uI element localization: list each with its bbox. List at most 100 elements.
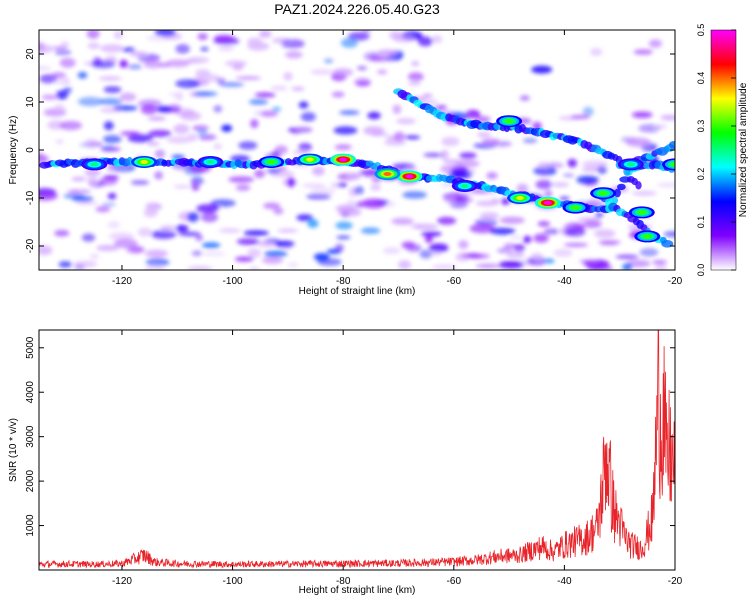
noise-blob [175,44,190,54]
noise-blob [143,60,164,69]
hotspot [571,205,580,210]
spectrogram-x-axis: -120 -100 -80 -60 -40 -20 [112,30,683,287]
noise-blob [281,39,305,49]
noise-blob [362,30,371,33]
noise-blob [260,110,278,117]
hotspot [671,162,675,167]
noise-blob [469,223,495,234]
noise-blob [295,125,313,133]
noise-blob [249,266,261,270]
y-tick-label: 20 [25,48,36,60]
noise-blob [247,248,262,258]
noise-blob [298,101,309,109]
y-tick-label: 0 [25,147,36,153]
noise-field [39,30,675,270]
noise-blob [191,250,203,257]
noise-blob [402,191,427,199]
noise-blob [259,30,272,38]
noise-blob [339,110,360,115]
noise-blob [81,233,96,242]
hotspot [405,174,414,179]
noise-blob [333,126,358,135]
noise-blob [54,103,66,114]
noise-blob [86,30,100,39]
noise-blob [323,58,334,64]
noise-blob [137,99,162,108]
noise-blob [195,69,211,77]
hotspot [383,172,392,176]
noise-blob [361,198,387,209]
x-tick-label: -40 [557,576,572,587]
y-tick-label: 5000 [25,336,36,359]
noise-blob [195,235,204,241]
noise-blob [103,175,120,180]
noise-blob [464,253,490,259]
noise-blob [411,61,420,67]
noise-blob [262,256,283,265]
noise-blob [563,242,589,247]
noise-blob [385,51,398,59]
noise-blob [232,63,244,71]
noise-blob [122,47,136,52]
noise-blob [144,264,166,270]
noise-blob [570,115,590,119]
noise-blob [75,201,100,206]
noise-blob [660,114,675,121]
noise-blob [171,154,185,160]
x-tick-label: -100 [223,276,243,287]
noise-blob [196,204,219,213]
noise-blob [200,47,209,52]
noise-blob [221,124,233,132]
noise-blob [335,221,353,230]
noise-blob [236,238,260,246]
noise-blob [213,36,233,42]
noise-blob [458,240,469,250]
noise-blob [481,138,500,145]
noise-blob [291,86,305,91]
noise-blob [51,72,66,79]
noise-blob [477,132,491,138]
y-tick-label: 2000 [25,470,36,493]
noise-blob [360,227,381,234]
hotspot [460,184,469,188]
noise-blob [277,228,298,233]
noise-blob [127,64,143,70]
noise-blob [39,44,54,54]
noise-blob [513,244,525,252]
x-tick-label: -80 [336,276,351,287]
noise-blob [363,126,385,136]
noise-blob [656,182,675,188]
noise-blob [475,263,501,268]
noise-blob [437,216,457,225]
noise-blob [334,243,344,252]
noise-blob [441,136,460,147]
noise-blob [393,131,405,142]
noise-blob [564,227,586,237]
noise-blob [431,264,458,270]
noise-blob [84,168,101,177]
noise-blob [145,258,170,267]
noise-blob [401,241,416,249]
noise-blob [274,240,295,248]
noise-blob [497,248,513,254]
noise-blob [103,135,122,144]
x-tick-label: -120 [112,276,132,287]
noise-blob [631,111,653,119]
noise-blob [417,36,433,47]
snr-series-line [39,330,675,569]
noise-blob [238,141,258,150]
noise-blob [120,131,140,136]
noise-blob [103,86,122,94]
noise-blob [274,145,288,155]
noise-blob [95,206,111,213]
noise-blob [396,118,416,125]
noise-blob [202,251,226,256]
noise-blob [210,199,236,208]
noise-blob [61,76,71,85]
noise-blob [91,60,116,69]
noise-blob [177,59,201,64]
noise-blob [413,223,439,230]
hotspot [306,157,314,162]
noise-blob [285,51,303,59]
